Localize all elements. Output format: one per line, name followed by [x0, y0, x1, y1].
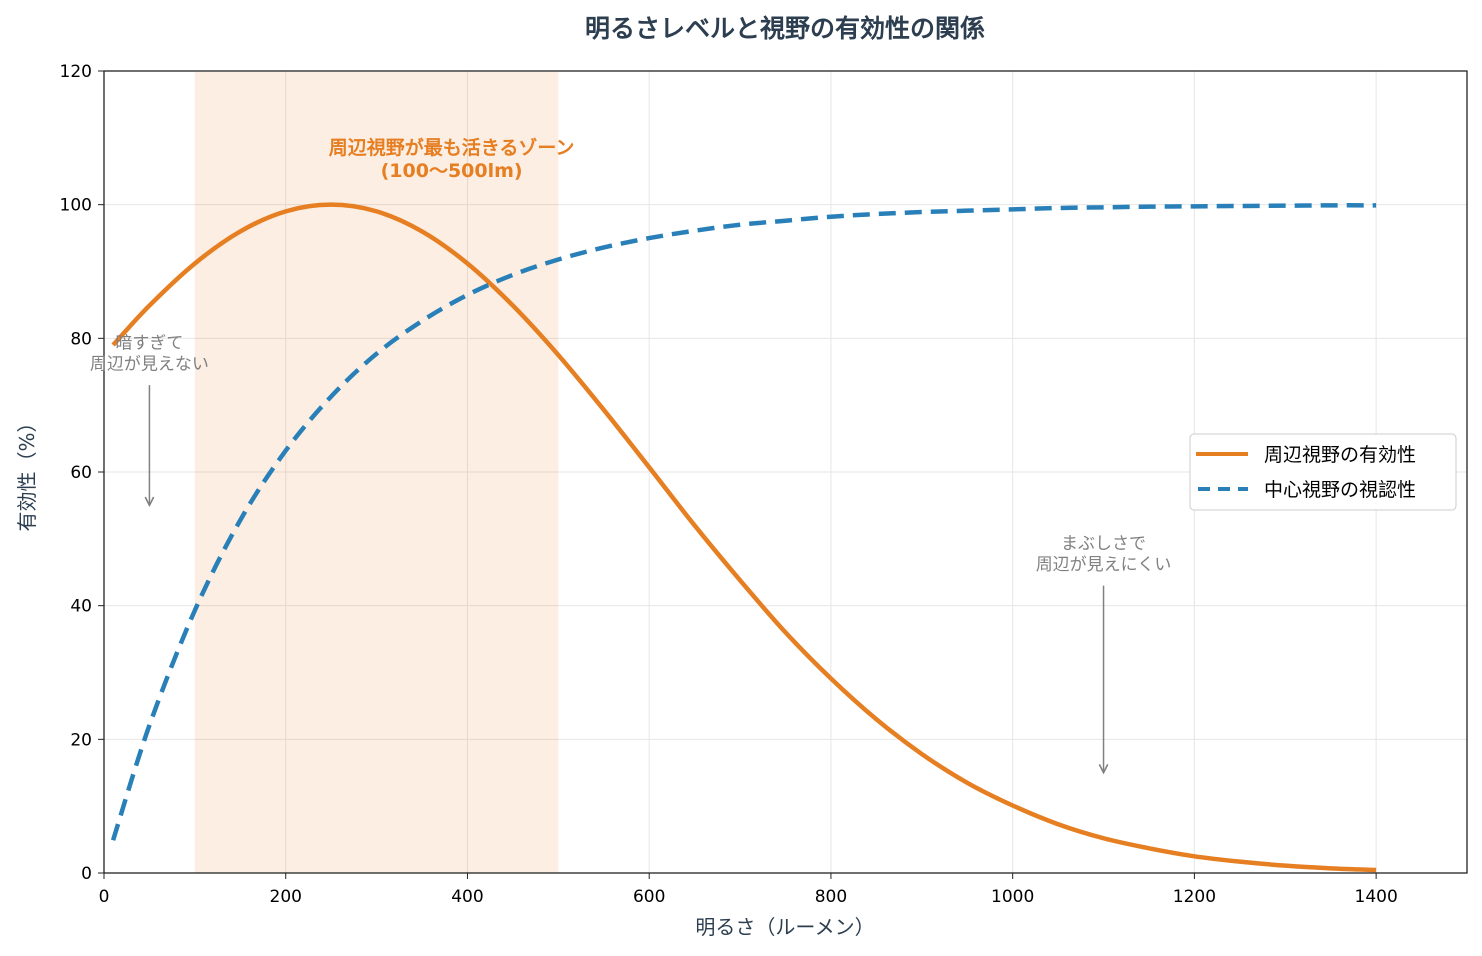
ticks: 0 200 400 600 800 1000 1200 1400 0 20 40 60 80 100 120	[60, 62, 1398, 907]
x-tick-label: 800	[815, 887, 847, 907]
zone-label-line1: 周辺視野が最も活きるゾーン	[329, 136, 575, 159]
chart-title: 明るさレベルと視野の有効性の関係	[585, 14, 985, 43]
x-tick-label: 0	[99, 887, 110, 907]
x-axis-label: 明るさ（ルーメン）	[695, 915, 874, 939]
y-tick-label: 20	[70, 730, 92, 750]
legend-label-central: 中心視野の視認性	[1264, 479, 1416, 501]
y-tick-label: 80	[70, 329, 92, 349]
annotation-line2: 周辺が見えにくい	[1036, 555, 1172, 575]
legend: 周辺視野の有効性 中心視野の視認性	[1189, 433, 1457, 511]
grid	[103, 70, 1467, 874]
annotation-line2: 周辺が見えない	[90, 354, 209, 374]
optimal-zone-shading	[194, 72, 559, 873]
peripheral-vision-line	[111, 202, 1377, 873]
y-tick-label: 100	[60, 196, 92, 216]
legend-label-peripheral: 周辺視野の有効性	[1264, 444, 1416, 466]
y-tick-label: 120	[60, 62, 92, 82]
y-axis-label: 有効性（%）	[15, 412, 39, 531]
x-tick-label: 400	[451, 887, 483, 907]
x-tick-label: 600	[633, 887, 665, 907]
x-tick-label: 1000	[991, 887, 1034, 907]
annotation-line1: 暗すぎて	[115, 333, 183, 353]
y-tick-label: 60	[70, 463, 92, 483]
zone-label-line2: (100〜500lm)	[381, 160, 523, 182]
central-vision-line	[110, 203, 1377, 841]
annotation-line1: まぶしさで	[1061, 534, 1146, 554]
x-tick-label: 1400	[1355, 887, 1398, 907]
series-group	[110, 202, 1377, 873]
y-tick-label: 40	[70, 597, 92, 617]
x-tick-label: 200	[270, 887, 302, 907]
legend-box	[1189, 433, 1457, 511]
y-tick-label: 0	[81, 864, 92, 884]
x-tick-label: 1200	[1173, 887, 1216, 907]
